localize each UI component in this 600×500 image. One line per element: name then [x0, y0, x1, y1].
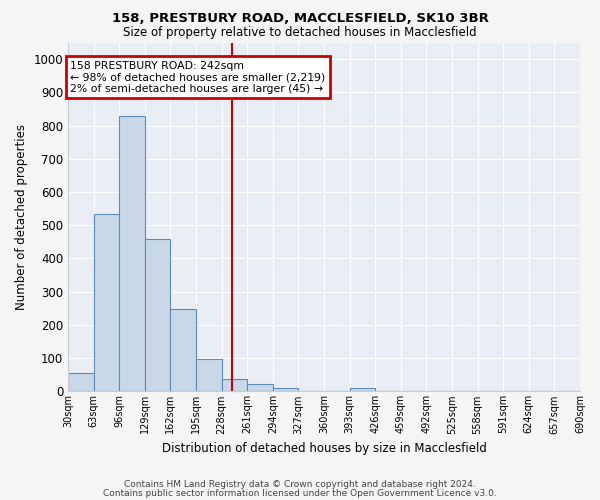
Bar	[350, 388, 375, 392]
Text: 158 PRESTBURY ROAD: 242sqm
← 98% of detached houses are smaller (2,219)
2% of se: 158 PRESTBURY ROAD: 242sqm ← 98% of deta…	[70, 61, 326, 94]
Text: 158, PRESTBURY ROAD, MACCLESFIELD, SK10 3BR: 158, PRESTBURY ROAD, MACCLESFIELD, SK10 …	[112, 12, 488, 26]
Bar	[68, 373, 94, 392]
Bar	[94, 214, 119, 392]
Bar	[170, 309, 196, 392]
Bar	[119, 116, 145, 392]
Text: Size of property relative to detached houses in Macclesfield: Size of property relative to detached ho…	[123, 26, 477, 39]
X-axis label: Distribution of detached houses by size in Macclesfield: Distribution of detached houses by size …	[161, 442, 487, 455]
Y-axis label: Number of detached properties: Number of detached properties	[15, 124, 28, 310]
Bar	[196, 359, 221, 392]
Bar	[247, 384, 273, 392]
Text: Contains public sector information licensed under the Open Government Licence v3: Contains public sector information licen…	[103, 488, 497, 498]
Bar	[221, 379, 247, 392]
Text: Contains HM Land Registry data © Crown copyright and database right 2024.: Contains HM Land Registry data © Crown c…	[124, 480, 476, 489]
Bar	[145, 238, 170, 392]
Bar	[273, 388, 298, 392]
